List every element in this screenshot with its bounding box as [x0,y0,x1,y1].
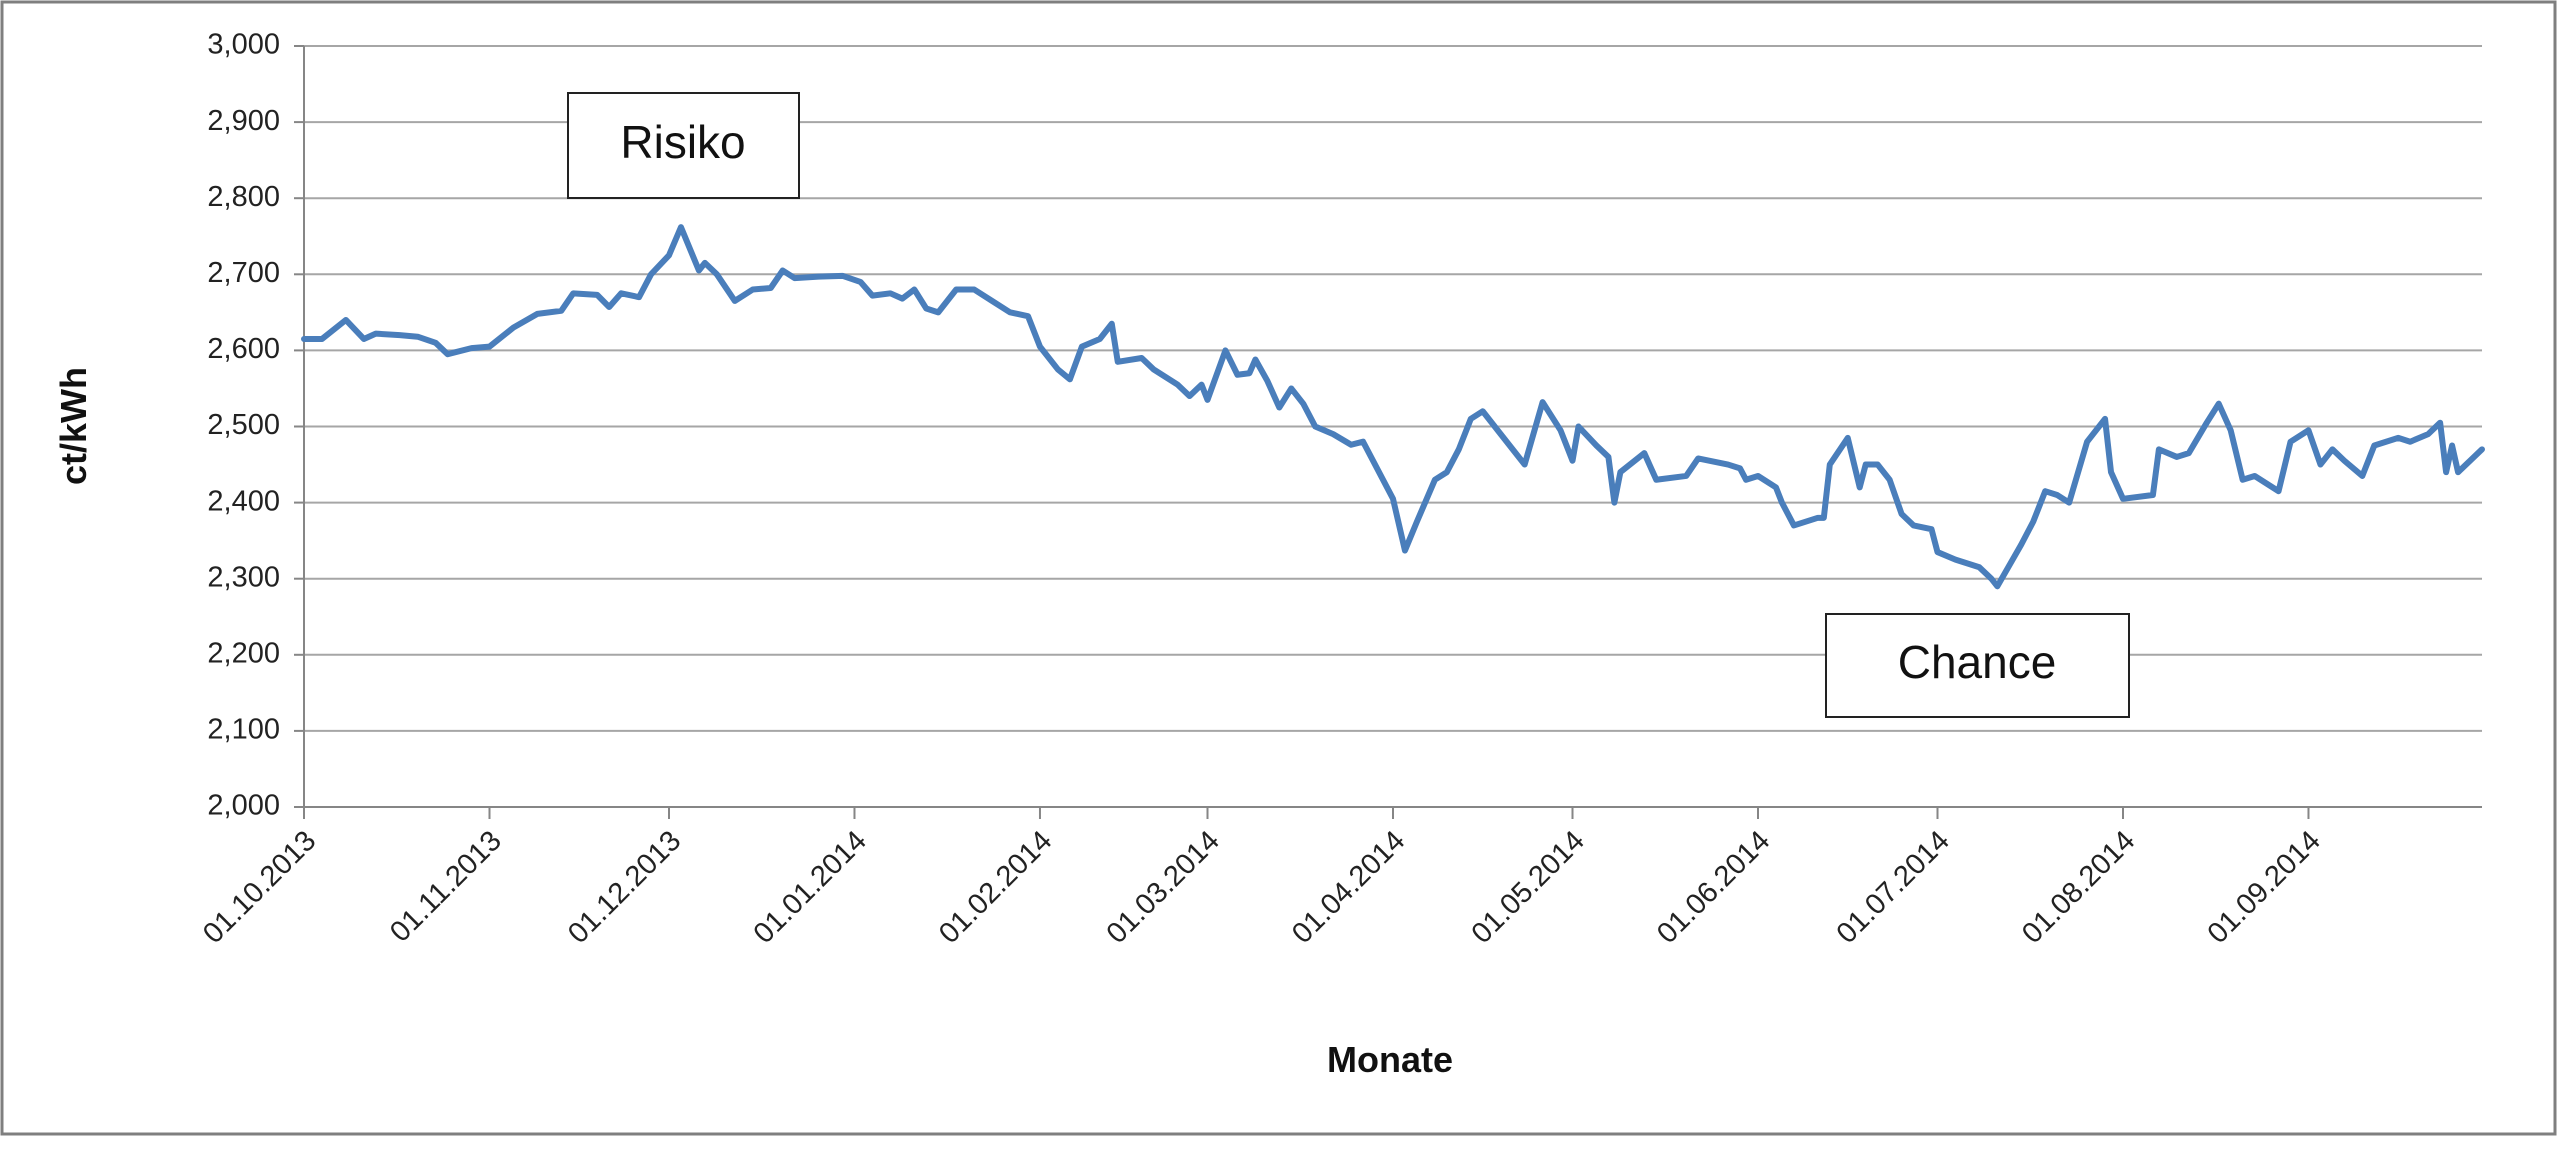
y-tick-label: 2,600 [207,333,280,365]
y-tick-label: 2,800 [207,181,280,213]
y-tick-label: 2,000 [207,790,280,822]
y-tick-label: 2,100 [207,714,280,746]
x-axis-title: Monate [1327,1039,1453,1080]
y-axis-title: ct/kWh [53,367,94,485]
annotation-box [1825,613,2130,718]
y-tick-label: 2,200 [207,637,280,669]
annotation-box [567,92,800,199]
annotation: Chance [1898,636,2057,688]
data-line [301,224,2485,590]
y-tick-label: 2,300 [207,561,280,593]
y-tick-label: 2,900 [207,105,280,137]
y-tick-label: 3,000 [207,29,280,61]
annotation: Risiko [620,116,745,168]
y-tick-label: 2,700 [207,257,280,289]
y-tick-label: 2,500 [207,409,280,441]
y-tick-label: 2,400 [207,485,280,517]
